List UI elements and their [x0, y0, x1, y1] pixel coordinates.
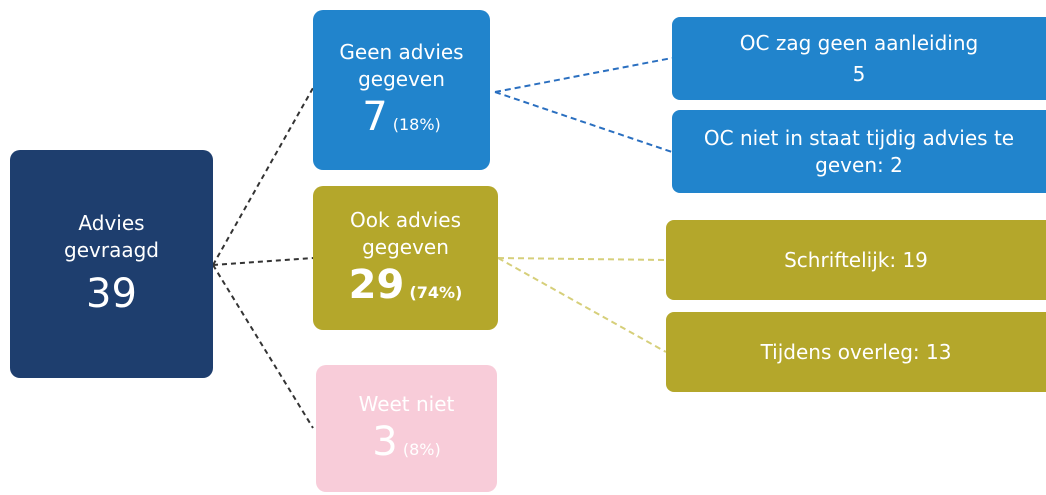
node-count: 29: [348, 262, 405, 308]
branch-node: Geen advies gegeven 7 (18%): [313, 10, 490, 170]
leaf-node: Tijdens overleg: 13: [666, 312, 1046, 392]
node-count: 39: [86, 271, 137, 317]
connector: [497, 257, 667, 353]
connector: [212, 87, 314, 266]
root-node: Advies gevraagd 39: [10, 150, 213, 378]
leaf-node: OC niet in staat tijdig advies te geven:…: [672, 110, 1046, 193]
node-percent: (18%): [392, 115, 441, 134]
branch-node: Ook advies gegeven 29 (74%): [313, 186, 498, 330]
node-label: Schriftelijk: 19: [784, 247, 928, 272]
node-percent: (74%): [409, 283, 463, 302]
branch-node: Weet niet 3 (8%): [316, 365, 497, 492]
node-count: 3: [372, 419, 398, 465]
node-label: OC zag geen aanleiding: [739, 30, 979, 55]
node-label: Ook advies gegeven: [350, 208, 461, 259]
node-label: Weet niet: [358, 392, 455, 416]
connector: [497, 257, 667, 261]
node-label: Geen advies gegeven: [339, 40, 464, 91]
node-percent: (8%): [402, 440, 441, 459]
node-count: 7: [362, 94, 388, 140]
connector: [494, 91, 673, 153]
node-label: Tijdens overleg: 13: [760, 339, 952, 364]
connector: [494, 57, 673, 93]
node-label: OC niet in staat tijdig advies te geven:…: [703, 125, 1015, 177]
connector: [212, 264, 314, 429]
leaf-node: OC zag geen aanleiding 5: [672, 17, 1046, 100]
connector: [212, 257, 314, 266]
leaf-node: Schriftelijk: 19: [666, 220, 1046, 300]
node-count: 5: [852, 61, 866, 86]
node-label: Advies gevraagd: [64, 211, 159, 262]
